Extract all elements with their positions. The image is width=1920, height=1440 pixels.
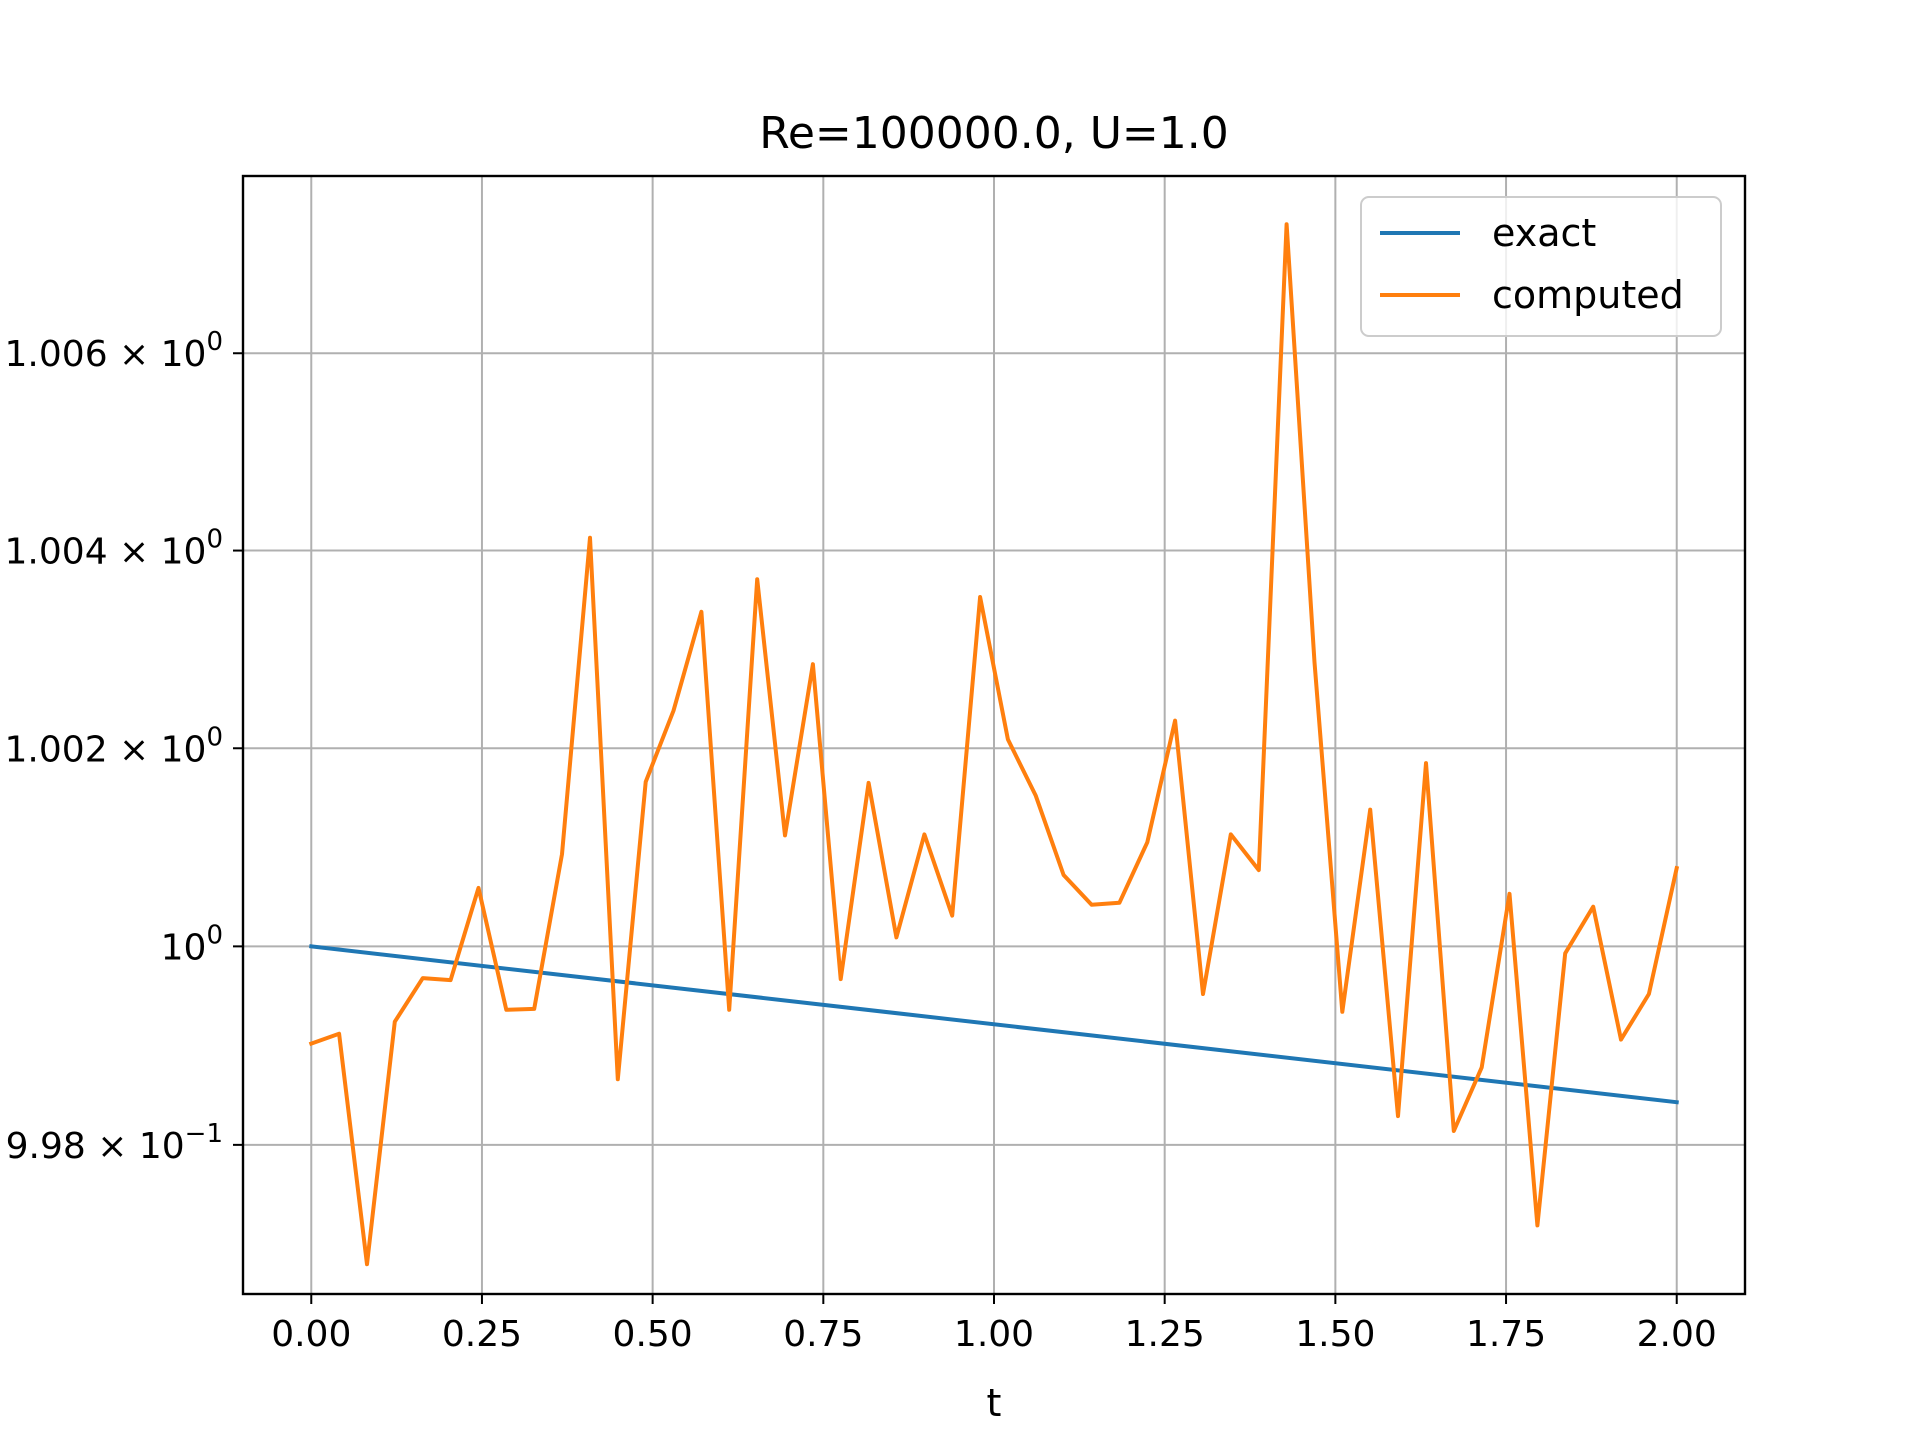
x-tick-label: 0.75 <box>783 1314 863 1355</box>
x-tick-label: 1.25 <box>1125 1314 1205 1355</box>
y-tick-label: 1.002 × 100 <box>5 722 223 770</box>
y-tick-label: 100 <box>161 920 223 968</box>
chart-title: Re=100000.0, U=1.0 <box>759 108 1229 159</box>
grid-lines <box>243 176 1745 1294</box>
x-tick-label: 1.50 <box>1295 1314 1375 1355</box>
y-tick-label: 9.98 × 10−1 <box>6 1119 223 1167</box>
legend-label-computed: computed <box>1492 273 1684 317</box>
x-tick-label: 2.00 <box>1637 1314 1717 1355</box>
x-tick-label: 0.25 <box>442 1314 522 1355</box>
legend: exact computed <box>1360 196 1722 337</box>
x-tick-label: 1.75 <box>1466 1314 1546 1355</box>
y-axis-ticks: 9.98 × 10−1 100 1.002 × 100 1.004 × 100 1.00… <box>5 327 243 1167</box>
x-tick-label: 1.00 <box>954 1314 1034 1355</box>
plot-series <box>308 222 1680 1267</box>
x-axis-ticks: 0.00 0.25 0.50 0.75 1.00 1.25 1.50 1.75 2.00 <box>271 1294 1717 1355</box>
legend-label-exact: exact <box>1492 211 1596 255</box>
y-tick-label: 1.006 × 100 <box>5 327 223 375</box>
x-axis-label: t <box>987 1381 1002 1425</box>
x-tick-label: 0.00 <box>271 1314 351 1355</box>
y-tick-label: 1.004 × 100 <box>5 525 223 573</box>
x-tick-label: 0.50 <box>613 1314 693 1355</box>
series-line-computed <box>308 222 1680 1267</box>
